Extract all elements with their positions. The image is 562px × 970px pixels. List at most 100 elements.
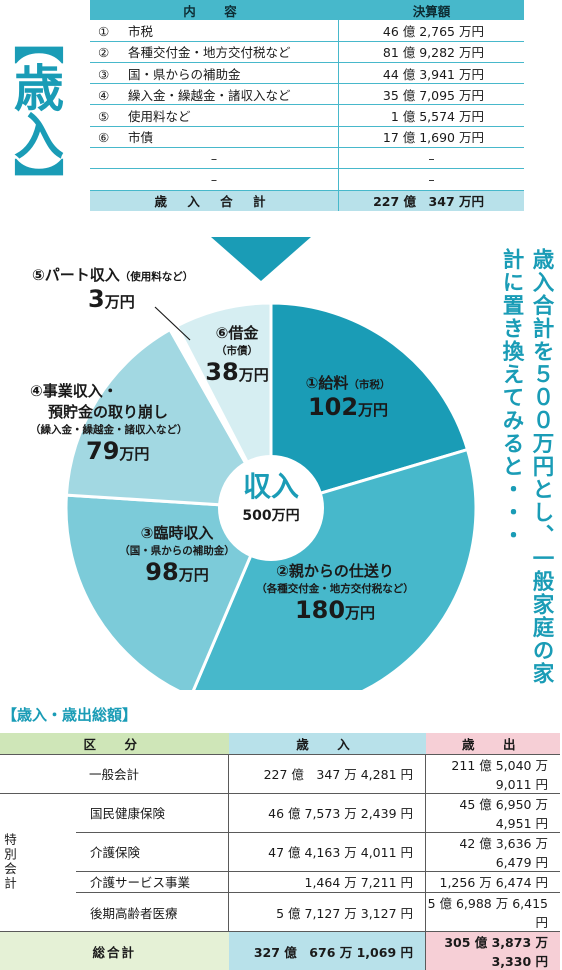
row-name: 国・県からの補助金 bbox=[128, 67, 241, 82]
slice-value: 180 bbox=[295, 596, 345, 624]
summary-table: 区 分 歳 入 歳 出 一般会計 227 億 347 万 4,281 円 211… bbox=[0, 733, 560, 970]
slice-unit: 万円 bbox=[358, 401, 388, 419]
column-header-revenue: 歳 入 bbox=[229, 733, 426, 754]
row-expenditure: 42 億 3,636 万 6,479 円 bbox=[426, 832, 561, 871]
row-number: ④ bbox=[90, 88, 128, 103]
slice-value: 38 bbox=[205, 358, 238, 386]
slice-title: ⑥借金 bbox=[196, 322, 278, 343]
row-amount: 81 億 9,282 万円 bbox=[339, 41, 525, 62]
table-row-general: 一般会計 227 億 347 万 4,281 円 211 億 5,040 万 9… bbox=[0, 754, 560, 793]
row-amount: 35 億 7,095 万円 bbox=[339, 84, 525, 105]
table-row: 特別会計 国民健康保険 46 億 7,573 万 2,439 円 45 億 6,… bbox=[0, 793, 560, 832]
row-number: ⑥ bbox=[90, 130, 128, 145]
row-expenditure: 1,256 万 6,474 円 bbox=[426, 871, 561, 893]
total-label: 歳 入 合 計 bbox=[90, 190, 339, 211]
slice-subtitle: （各種交付金・地方交付税など） bbox=[242, 581, 428, 596]
slice-label-salary: ①給料（市税） 102万円 bbox=[292, 372, 404, 421]
slice-title: ⑤パート収入 bbox=[32, 266, 120, 284]
row-revenue: 46 億 7,573 万 2,439 円 bbox=[229, 793, 426, 832]
row-revenue: 227 億 347 万 4,281 円 bbox=[229, 754, 426, 793]
column-header-expenditure: 歳 出 bbox=[426, 733, 561, 754]
row-amount: 17 億 1,690 万円 bbox=[339, 126, 525, 147]
slice-title: 預貯金の取り崩し bbox=[30, 401, 230, 422]
row-amount: 44 億 3,941 万円 bbox=[339, 62, 525, 83]
table-row: – – bbox=[90, 148, 524, 169]
slice-subtitle: （市税） bbox=[348, 379, 390, 391]
row-name: 国民健康保険 bbox=[76, 793, 229, 832]
row-name: 後期高齢者医療 bbox=[76, 893, 229, 932]
slice-label-business: ④事業収入・ 預貯金の取り崩し （繰入金・繰越金・諸収入など） 79万円 bbox=[30, 380, 230, 465]
slice-subtitle: （市債） bbox=[196, 343, 278, 358]
slice-title: ②親からの仕送り bbox=[242, 560, 428, 581]
column-header-category: 区 分 bbox=[0, 733, 229, 754]
row-name: 繰入金・繰越金・諸収入など bbox=[128, 88, 291, 103]
row-number: ⑤ bbox=[90, 109, 128, 124]
row-number: ① bbox=[90, 24, 128, 39]
row-amount: 1 億 5,574 万円 bbox=[339, 105, 525, 126]
slice-subtitle: （国・県からの補助金） bbox=[102, 543, 252, 558]
row-expenditure: 5 億 6,988 万 6,415 円 bbox=[426, 893, 561, 932]
row-name: 介護サービス事業 bbox=[76, 871, 229, 893]
row-revenue: 327 億 676 万 1,069 円 bbox=[229, 932, 426, 970]
row-name: 市税 bbox=[128, 24, 153, 39]
slice-unit: 万円 bbox=[239, 366, 269, 384]
row-name: – bbox=[90, 169, 339, 190]
row-name: 市債 bbox=[128, 130, 153, 145]
slice-value: 102 bbox=[308, 393, 358, 421]
slice-label-loan: ⑥借金 （市債） 38万円 bbox=[196, 322, 278, 386]
table-row: 後期高齢者医療 5 億 7,127 万 3,127 円 5 億 6,988 万 … bbox=[0, 893, 560, 932]
summary-header-row: 区 分 歳 入 歳 出 bbox=[0, 733, 560, 754]
row-name: 一般会計 bbox=[0, 754, 229, 793]
revenue-table-header: 内 容 決算額 bbox=[90, 0, 524, 20]
row-amount: – bbox=[339, 148, 525, 169]
slice-label-allowance: ②親からの仕送り （各種交付金・地方交付税など） 180万円 bbox=[242, 560, 428, 624]
slice-label-parttime: ⑤パート収入（使用料など） 3万円 bbox=[32, 264, 232, 313]
slice-subtitle: （使用料など） bbox=[120, 271, 194, 283]
special-accounts-label: 特別会計 bbox=[0, 833, 19, 891]
slice-value: 79 bbox=[86, 437, 119, 465]
row-expenditure: 305 億 3,873 万 3,330 円 bbox=[426, 932, 561, 970]
summary-total-row: 総合計 327 億 676 万 1,069 円 305 億 3,873 万 3,… bbox=[0, 932, 560, 970]
row-expenditure: 45 億 6,950 万 4,951 円 bbox=[426, 793, 561, 832]
row-name: 使用料など bbox=[128, 109, 191, 124]
pie-center-title: 収入 bbox=[218, 465, 324, 505]
slice-subtitle: （繰入金・繰越金・諸収入など） bbox=[30, 422, 230, 437]
slice-unit: 万円 bbox=[345, 604, 375, 622]
table-row: – – bbox=[90, 169, 524, 190]
slice-value: 98 bbox=[145, 558, 178, 586]
row-name: – bbox=[90, 148, 339, 169]
vertical-message: 歳入合計を５００万円とし、一般家庭の家計に置き換えてみると・・・ bbox=[496, 248, 556, 694]
row-name: 総合計 bbox=[0, 932, 229, 970]
summary-heading: 【歳入・歳出総額】 bbox=[2, 704, 137, 725]
row-name: 介護保険 bbox=[76, 832, 229, 871]
slice-title: ①給料 bbox=[306, 374, 349, 392]
row-name: 各種交付金・地方交付税など bbox=[128, 45, 291, 60]
row-amount: 46 億 2,765 万円 bbox=[339, 20, 525, 41]
total-amount: 227 億 347 万円 bbox=[339, 190, 525, 211]
slice-label-temporary: ③臨時収入 （国・県からの補助金） 98万円 bbox=[102, 522, 252, 586]
row-revenue: 47 億 4,163 万 4,011 円 bbox=[229, 832, 426, 871]
row-number: ② bbox=[90, 45, 128, 60]
section-heading: 【歳入】 bbox=[4, 4, 66, 216]
column-header-item: 内 容 bbox=[90, 0, 339, 20]
slice-title: ③臨時収入 bbox=[102, 522, 252, 543]
slice-unit: 万円 bbox=[119, 445, 149, 463]
row-revenue: 5 億 7,127 万 3,127 円 bbox=[229, 893, 426, 932]
revenue-total-row: 歳 入 合 計 227 億 347 万円 bbox=[90, 190, 524, 211]
slice-value: 3 bbox=[88, 285, 105, 313]
row-amount: – bbox=[339, 169, 525, 190]
slice-unit: 万円 bbox=[179, 566, 209, 584]
table-row: 介護サービス事業 1,464 万 7,211 円 1,256 万 6,474 円 bbox=[0, 871, 560, 893]
column-header-amount: 決算額 bbox=[339, 0, 525, 20]
row-number: ③ bbox=[90, 67, 128, 82]
row-revenue: 1,464 万 7,211 円 bbox=[229, 871, 426, 893]
row-expenditure: 211 億 5,040 万 9,011 円 bbox=[426, 754, 561, 793]
slice-unit: 万円 bbox=[105, 293, 135, 311]
